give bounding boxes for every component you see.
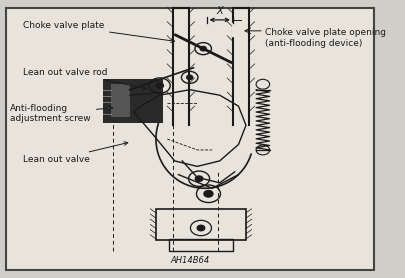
Bar xyxy=(156,209,245,240)
Circle shape xyxy=(186,75,192,80)
Circle shape xyxy=(200,46,206,51)
Bar xyxy=(111,84,129,117)
Circle shape xyxy=(195,176,202,182)
Circle shape xyxy=(156,83,163,88)
Bar xyxy=(103,79,163,123)
Text: Choke valve plate: Choke valve plate xyxy=(23,21,174,43)
Text: Anti-flooding
adjustment screw: Anti-flooding adjustment screw xyxy=(10,104,113,123)
Text: Choke valve plate opening
(anti-flooding device): Choke valve plate opening (anti-flooding… xyxy=(264,28,385,48)
Text: AH14B64: AH14B64 xyxy=(170,256,209,265)
Text: Lean out valve: Lean out valve xyxy=(23,142,128,164)
Circle shape xyxy=(197,225,204,231)
Text: X: X xyxy=(216,6,222,16)
Text: Lean out valve rod: Lean out valve rod xyxy=(23,68,146,90)
Circle shape xyxy=(203,190,213,197)
Bar xyxy=(168,239,232,251)
